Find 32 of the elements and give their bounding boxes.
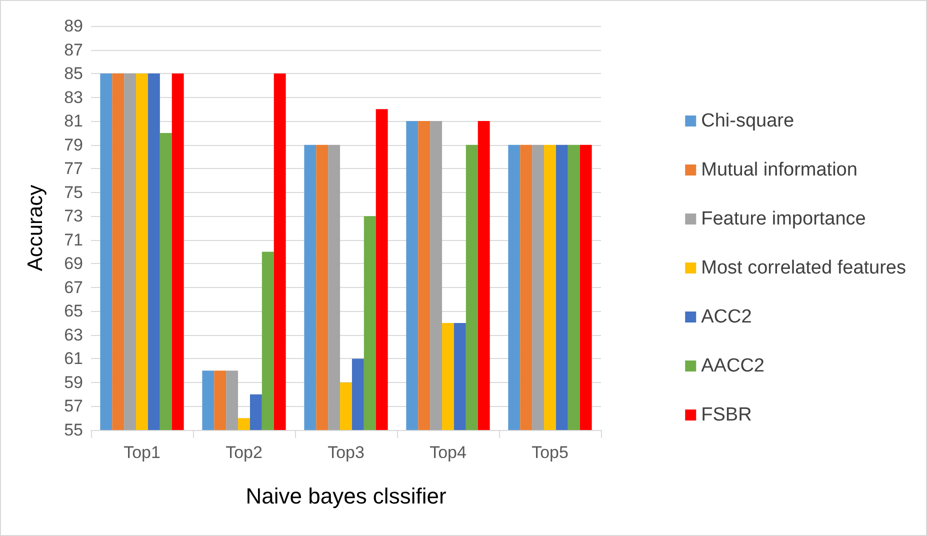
- y-tick-label: 61: [64, 349, 83, 368]
- y-tick-label: 55: [64, 420, 83, 440]
- x-tick-label: Top4: [430, 443, 466, 462]
- y-tick-label: 67: [64, 278, 83, 297]
- y-axis-title: Accuracy: [24, 184, 47, 272]
- x-tick-label: Top3: [328, 443, 364, 462]
- y-tick-label: 89: [64, 16, 83, 36]
- y-tick-label: 69: [64, 254, 83, 274]
- y-tick-label: 75: [64, 182, 83, 202]
- y-tick-label: 71: [64, 230, 83, 250]
- y-tick-label: 65: [64, 302, 83, 321]
- legend-label: ACC2: [701, 306, 752, 328]
- y-tick-label: 87: [64, 40, 83, 60]
- y-tick-label: 79: [64, 135, 83, 154]
- y-tick-label: 85: [64, 64, 83, 84]
- y-tick-label: 63: [64, 325, 83, 344]
- y-tick-label: 57: [64, 396, 83, 416]
- x-tick-label: Top5: [532, 443, 568, 462]
- y-tick-label: 73: [64, 206, 83, 226]
- legend-label: AACC2: [701, 356, 764, 376]
- y-tick-label: 83: [64, 88, 83, 107]
- y-tick-label: 81: [64, 112, 83, 131]
- legend-label: FSBR: [701, 404, 752, 426]
- legend-label: Feature importance: [701, 208, 866, 230]
- x-tick-label: Top1: [124, 443, 160, 462]
- y-tick-label: 59: [64, 372, 83, 392]
- legend-label: Mutual information: [701, 160, 858, 180]
- x-tick-label: Top2: [226, 443, 262, 462]
- x-axis-title: Naive bayes clssifier: [246, 484, 446, 508]
- legend-label: Chi-square: [701, 110, 794, 132]
- y-tick-label: 77: [64, 159, 83, 178]
- legend-label: Most correlated features: [701, 258, 906, 278]
